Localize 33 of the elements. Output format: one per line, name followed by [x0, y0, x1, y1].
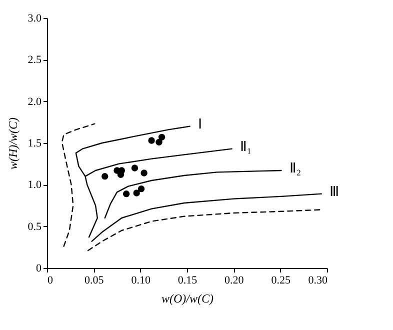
- point: [148, 137, 155, 144]
- point: [156, 138, 162, 146]
- series-label: Ⅱ₁: [240, 140, 252, 155]
- series-label: Ⅲ: [329, 184, 340, 200]
- y-tick-label: 2.5: [28, 54, 42, 66]
- point: [122, 190, 130, 198]
- point: [138, 185, 145, 192]
- x-tick-label: 0.15: [178, 274, 198, 286]
- x-axis-title: w(O)/w(C): [162, 292, 214, 306]
- point: [102, 172, 108, 180]
- y-axis-title: w(H)/w(C): [6, 118, 20, 170]
- y-tick-label: 2.0: [28, 96, 42, 108]
- y-tick-label: 3.0: [28, 12, 42, 24]
- point: [131, 164, 138, 172]
- series-label: Ⅰ: [198, 117, 202, 132]
- y-tick-label: 0: [36, 262, 42, 274]
- x-tick-label: 0.05: [84, 274, 104, 286]
- point: [158, 134, 166, 141]
- point: [133, 190, 140, 196]
- point: [140, 170, 148, 176]
- x-tick-label: 0.25: [271, 274, 291, 286]
- line-series: [104, 170, 282, 219]
- y-tick-label: 0.5: [28, 220, 42, 233]
- x-tick-label: 0.30: [308, 274, 328, 286]
- series-label: Ⅱ₂: [289, 162, 302, 176]
- line-series: [91, 193, 322, 242]
- line-series: [61, 123, 96, 247]
- line-series: [87, 209, 323, 252]
- y-tick-label: 1.0: [28, 179, 42, 192]
- x-tick-label: 0.20: [224, 274, 244, 286]
- x-tick-label: 0.10: [131, 274, 151, 286]
- x-tick-label: 0: [48, 274, 54, 286]
- y-tick-label: 1.5: [28, 138, 42, 150]
